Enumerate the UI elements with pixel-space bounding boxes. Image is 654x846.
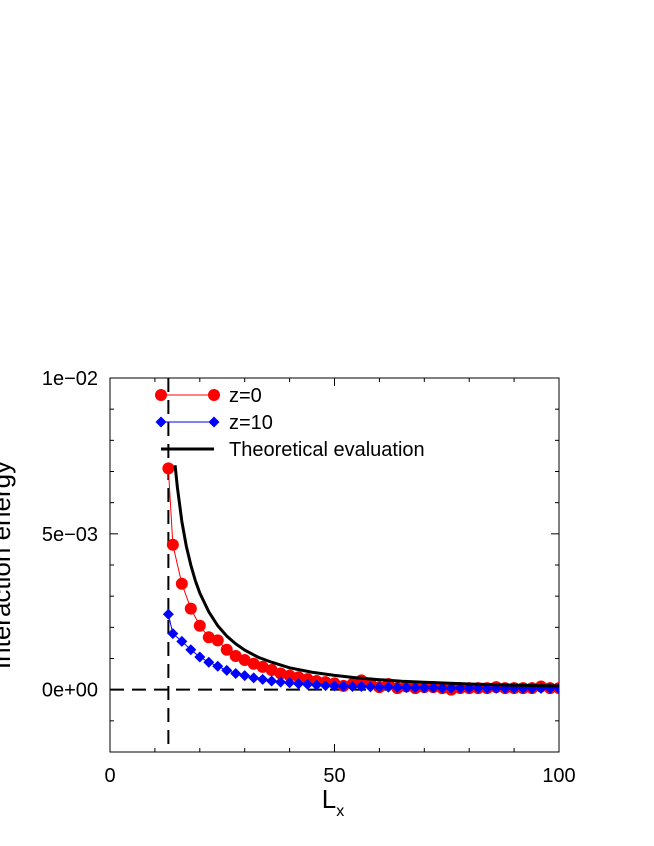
data-point-series-2 bbox=[257, 673, 269, 685]
legend: z=0 z=10 Theoretical evaluation bbox=[155, 385, 425, 461]
data-point-series-2 bbox=[400, 681, 412, 693]
data-point-series-2 bbox=[364, 681, 376, 693]
series-clip-group bbox=[162, 462, 559, 696]
data-point-series-2 bbox=[418, 682, 430, 694]
data-point-series-2 bbox=[275, 676, 287, 688]
data-point-series-2 bbox=[194, 651, 206, 663]
data-point-series-2 bbox=[454, 682, 466, 694]
legend-label-2: z=10 bbox=[229, 412, 273, 434]
data-point-series-2 bbox=[391, 681, 403, 693]
x-axis-title: Lx bbox=[322, 784, 344, 820]
data-point-series-2 bbox=[355, 681, 367, 693]
data-point-series-1 bbox=[166, 538, 179, 551]
minor-ticks bbox=[110, 378, 559, 753]
data-point-series-1 bbox=[283, 669, 296, 682]
data-point-series-2 bbox=[176, 635, 188, 647]
data-point-series-1 bbox=[162, 462, 175, 475]
data-point-series-2 bbox=[445, 682, 457, 694]
x-tick-label: 50 bbox=[323, 765, 345, 787]
data-point-series-2 bbox=[185, 644, 197, 656]
x-axis-title-sub: x bbox=[336, 803, 344, 820]
data-point-series-2 bbox=[409, 682, 421, 694]
data-point-series-2 bbox=[427, 682, 439, 694]
legend-marker-1 bbox=[155, 389, 167, 401]
legend-label-1: z=0 bbox=[229, 385, 262, 407]
series-line-1 bbox=[167, 468, 559, 691]
data-point-series-2 bbox=[239, 670, 251, 682]
data-point-series-1 bbox=[220, 643, 233, 656]
data-point-series-2 bbox=[221, 664, 233, 676]
legend-marker-2 bbox=[208, 416, 220, 428]
data-point-series-2 bbox=[167, 628, 179, 640]
y-tick-label: 5e−03 bbox=[42, 524, 98, 546]
x-tick-label: 100 bbox=[542, 765, 575, 787]
data-point-series-2 bbox=[346, 681, 358, 693]
data-point-series-1 bbox=[238, 654, 251, 667]
data-point-series-2 bbox=[248, 672, 260, 684]
data-point-series-1 bbox=[211, 634, 224, 647]
data-point-series-1 bbox=[184, 602, 197, 615]
data-point-series-2 bbox=[382, 681, 394, 693]
data-point-series-2 bbox=[320, 680, 332, 692]
data-point-series-2 bbox=[162, 608, 174, 620]
y-tick-label: 0e+00 bbox=[42, 680, 98, 702]
x-tick-label: 0 bbox=[104, 765, 115, 787]
data-point-series-2 bbox=[337, 680, 349, 692]
data-point-series-2 bbox=[311, 679, 323, 691]
data-point-series-2 bbox=[203, 656, 215, 668]
data-point-series-1 bbox=[193, 619, 206, 632]
data-point-series-2 bbox=[293, 678, 305, 690]
data-point-series-1 bbox=[292, 671, 305, 684]
series-layer bbox=[162, 462, 559, 696]
data-point-series-2 bbox=[284, 677, 296, 689]
data-point-series-1 bbox=[274, 667, 287, 680]
legend-marker-2 bbox=[155, 416, 167, 428]
data-point-series-2 bbox=[266, 675, 278, 687]
legend-label-3: Theoretical evaluation bbox=[229, 439, 425, 461]
legend-marker-1 bbox=[208, 389, 220, 401]
data-point-series-2 bbox=[212, 660, 224, 672]
data-point-series-2 bbox=[329, 680, 340, 692]
x-axis-title-main: L bbox=[322, 784, 336, 814]
data-point-series-2 bbox=[230, 667, 242, 679]
series-line-3 bbox=[173, 465, 559, 688]
data-point-series-2 bbox=[302, 678, 314, 690]
data-point-series-2 bbox=[436, 682, 448, 694]
y-tick-label: 1e−02 bbox=[42, 368, 98, 390]
tick-labels: 0 50 100 0e+00 5e−03 1e−02 bbox=[42, 368, 576, 787]
y-axis-title: Interaction energy bbox=[0, 461, 16, 669]
data-point-series-1 bbox=[175, 577, 188, 590]
data-point-series-2 bbox=[373, 681, 385, 693]
data-point-series-1 bbox=[229, 650, 242, 663]
